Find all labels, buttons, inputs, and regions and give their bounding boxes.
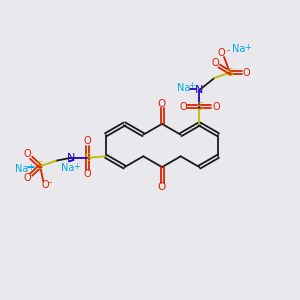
Text: O: O bbox=[24, 173, 32, 183]
Text: S: S bbox=[227, 68, 233, 78]
Text: O: O bbox=[212, 58, 219, 68]
Text: S: S bbox=[84, 153, 91, 163]
Text: N: N bbox=[67, 153, 75, 163]
Text: +: + bbox=[73, 162, 80, 171]
Text: Na: Na bbox=[232, 44, 246, 54]
Text: O: O bbox=[158, 182, 166, 192]
Text: +: + bbox=[27, 163, 34, 172]
Text: Na: Na bbox=[15, 164, 28, 174]
Text: N: N bbox=[195, 85, 204, 95]
Text: +: + bbox=[244, 43, 251, 52]
Text: S: S bbox=[37, 161, 44, 171]
Text: O: O bbox=[243, 68, 250, 78]
Text: +: + bbox=[188, 81, 195, 90]
Text: S: S bbox=[196, 101, 203, 112]
Text: O: O bbox=[179, 101, 187, 112]
Text: O: O bbox=[158, 99, 166, 109]
Text: O: O bbox=[212, 101, 220, 112]
Text: O: O bbox=[42, 180, 50, 190]
Text: O: O bbox=[83, 169, 91, 179]
Text: Na: Na bbox=[177, 82, 190, 93]
Text: -: - bbox=[48, 178, 51, 188]
Text: Na: Na bbox=[61, 163, 74, 173]
Text: O: O bbox=[83, 136, 91, 146]
Text: O: O bbox=[24, 149, 32, 159]
Text: -: - bbox=[226, 46, 229, 55]
Text: O: O bbox=[218, 48, 225, 58]
